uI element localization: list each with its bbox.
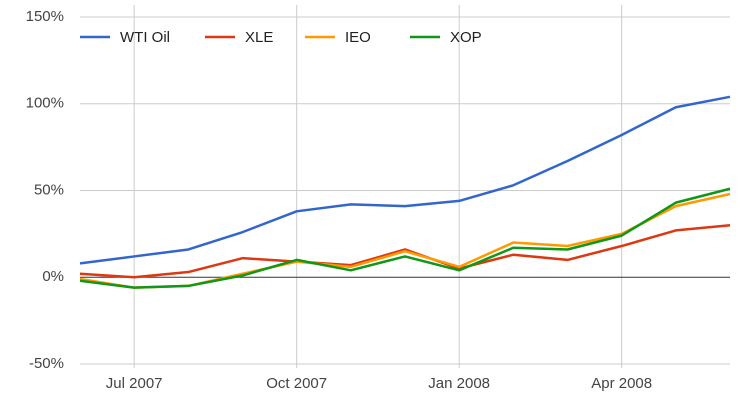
y-tick-label: 150% xyxy=(26,8,64,25)
legend-label: XOP xyxy=(450,29,482,46)
y-tick-label: 100% xyxy=(26,95,64,112)
legend-label: XLE xyxy=(245,29,273,46)
x-tick-label: Apr 2008 xyxy=(591,375,652,392)
series-line xyxy=(79,95,731,265)
legend-label: WTI Oil xyxy=(120,29,170,46)
y-tick-label: 50% xyxy=(34,181,64,198)
x-tick-label: Jul 2007 xyxy=(106,375,163,392)
y-tick-label: -50% xyxy=(29,355,64,372)
x-tick-label: Oct 2007 xyxy=(266,375,327,392)
legend: WTI Oil XLE IEO XOP xyxy=(80,29,482,46)
series-line xyxy=(79,187,731,289)
series-line xyxy=(79,223,731,279)
legend-label: IEO xyxy=(345,29,371,46)
y-tick-label: 0% xyxy=(42,268,64,285)
x-tick-label: Jan 2008 xyxy=(428,375,490,392)
